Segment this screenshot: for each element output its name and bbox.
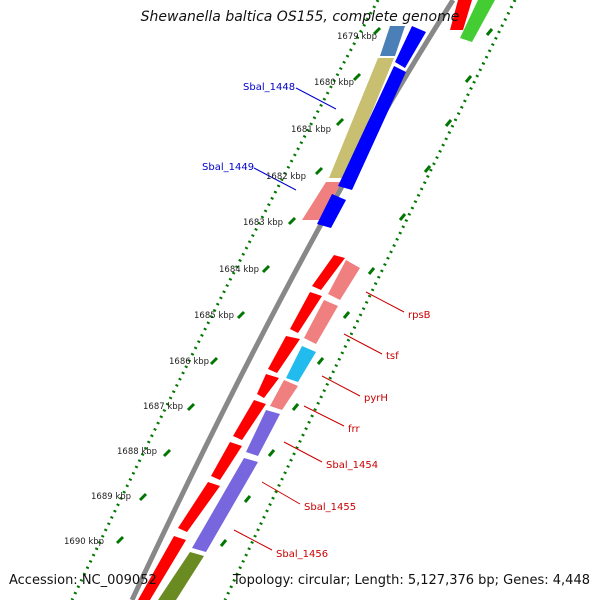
gene-block-cyan[interactable] [286, 346, 316, 382]
kbp-tick-marks [115, 26, 494, 547]
backbone-line [129, 0, 456, 600]
gene-label-rpsb[interactable]: rpsB [408, 310, 431, 321]
gene-label-sbal-1448[interactable]: Sbal_1448 [243, 82, 295, 93]
gene-block-khaki[interactable] [329, 58, 394, 178]
gene-block-lightred-3[interactable] [304, 300, 338, 344]
gene-arrow-red-4[interactable] [257, 374, 279, 398]
gene-label-sbal-1454[interactable]: Sbal_1454 [326, 460, 378, 471]
kbp-labels: 1679 kbp 1680 kbp 1681 kbp 1682 kbp 1683… [64, 32, 377, 547]
inner-strand-genes [158, 0, 495, 600]
gene-arrow-blue-1[interactable] [395, 26, 426, 68]
gene-label-sbal-1449[interactable]: Sbal_1449 [202, 162, 254, 173]
topology-label: Topology: circular; Length: 5,127,376 bp… [232, 573, 590, 588]
map-title: Shewanella baltica OS155, complete genom… [140, 9, 460, 25]
gene-arrow-red-3[interactable] [268, 336, 300, 373]
gene-arrow-red-1[interactable] [312, 255, 345, 290]
kbp-label: 1682 kbp [266, 172, 306, 182]
gene-label-sbal-1456[interactable]: Sbal_1456 [276, 549, 328, 560]
gene-label-sbal-1455[interactable]: Sbal_1455 [304, 502, 356, 513]
gene-arrow-red-2[interactable] [290, 292, 322, 333]
gene-arrow-red-8[interactable] [138, 536, 186, 600]
accession-label: Accession: NC_009052 [9, 573, 157, 588]
kbp-label: 1687 kbp [143, 402, 183, 412]
gene-label-tsf[interactable]: tsf [386, 351, 399, 362]
gene-arrow-red-6[interactable] [211, 442, 242, 480]
kbp-label: 1688 kbp [117, 447, 157, 457]
gene-block-lightred-4[interactable] [270, 380, 298, 410]
gene-arrow-red-7[interactable] [178, 482, 220, 532]
gene-block-purple-1[interactable] [246, 410, 280, 456]
gene-block-lightred-1[interactable] [302, 182, 342, 220]
kbp-label: 1680 kbp [314, 78, 354, 88]
kbp-label: 1685 kbp [194, 311, 234, 321]
gene-block-olive[interactable] [158, 552, 204, 600]
gene-arrow-blue-2[interactable] [338, 66, 406, 190]
gene-top-red[interactable] [450, 0, 472, 30]
kbp-label: 1683 kbp [243, 218, 283, 228]
gene-block-purple-2[interactable] [192, 458, 258, 552]
gene-top-green[interactable] [460, 0, 495, 42]
gene-label-pyrh[interactable]: pyrH [364, 393, 388, 404]
kbp-label: 1689 kbp [91, 492, 131, 502]
kbp-label: 1681 kbp [291, 125, 331, 135]
label-leader-lines [233, 87, 405, 551]
gene-labels: Sbal_1448 Sbal_1449 rpsB tsf pyrH frr Sb… [202, 82, 431, 560]
gene-label-frr[interactable]: frr [348, 424, 360, 435]
gene-block-steelblue[interactable] [380, 26, 405, 56]
outer-dotted-axis [70, 0, 380, 600]
kbp-label: 1684 kbp [219, 265, 259, 275]
kbp-label: 1679 kbp [337, 32, 377, 42]
gene-arrow-red-5[interactable] [233, 400, 266, 440]
outer-strand-genes [138, 26, 405, 600]
kbp-label: 1686 kbp [169, 357, 209, 367]
gene-block-lightred-2[interactable] [328, 260, 360, 300]
kbp-label: 1690 kbp [64, 537, 104, 547]
gene-arrow-blue-3[interactable] [317, 194, 346, 228]
